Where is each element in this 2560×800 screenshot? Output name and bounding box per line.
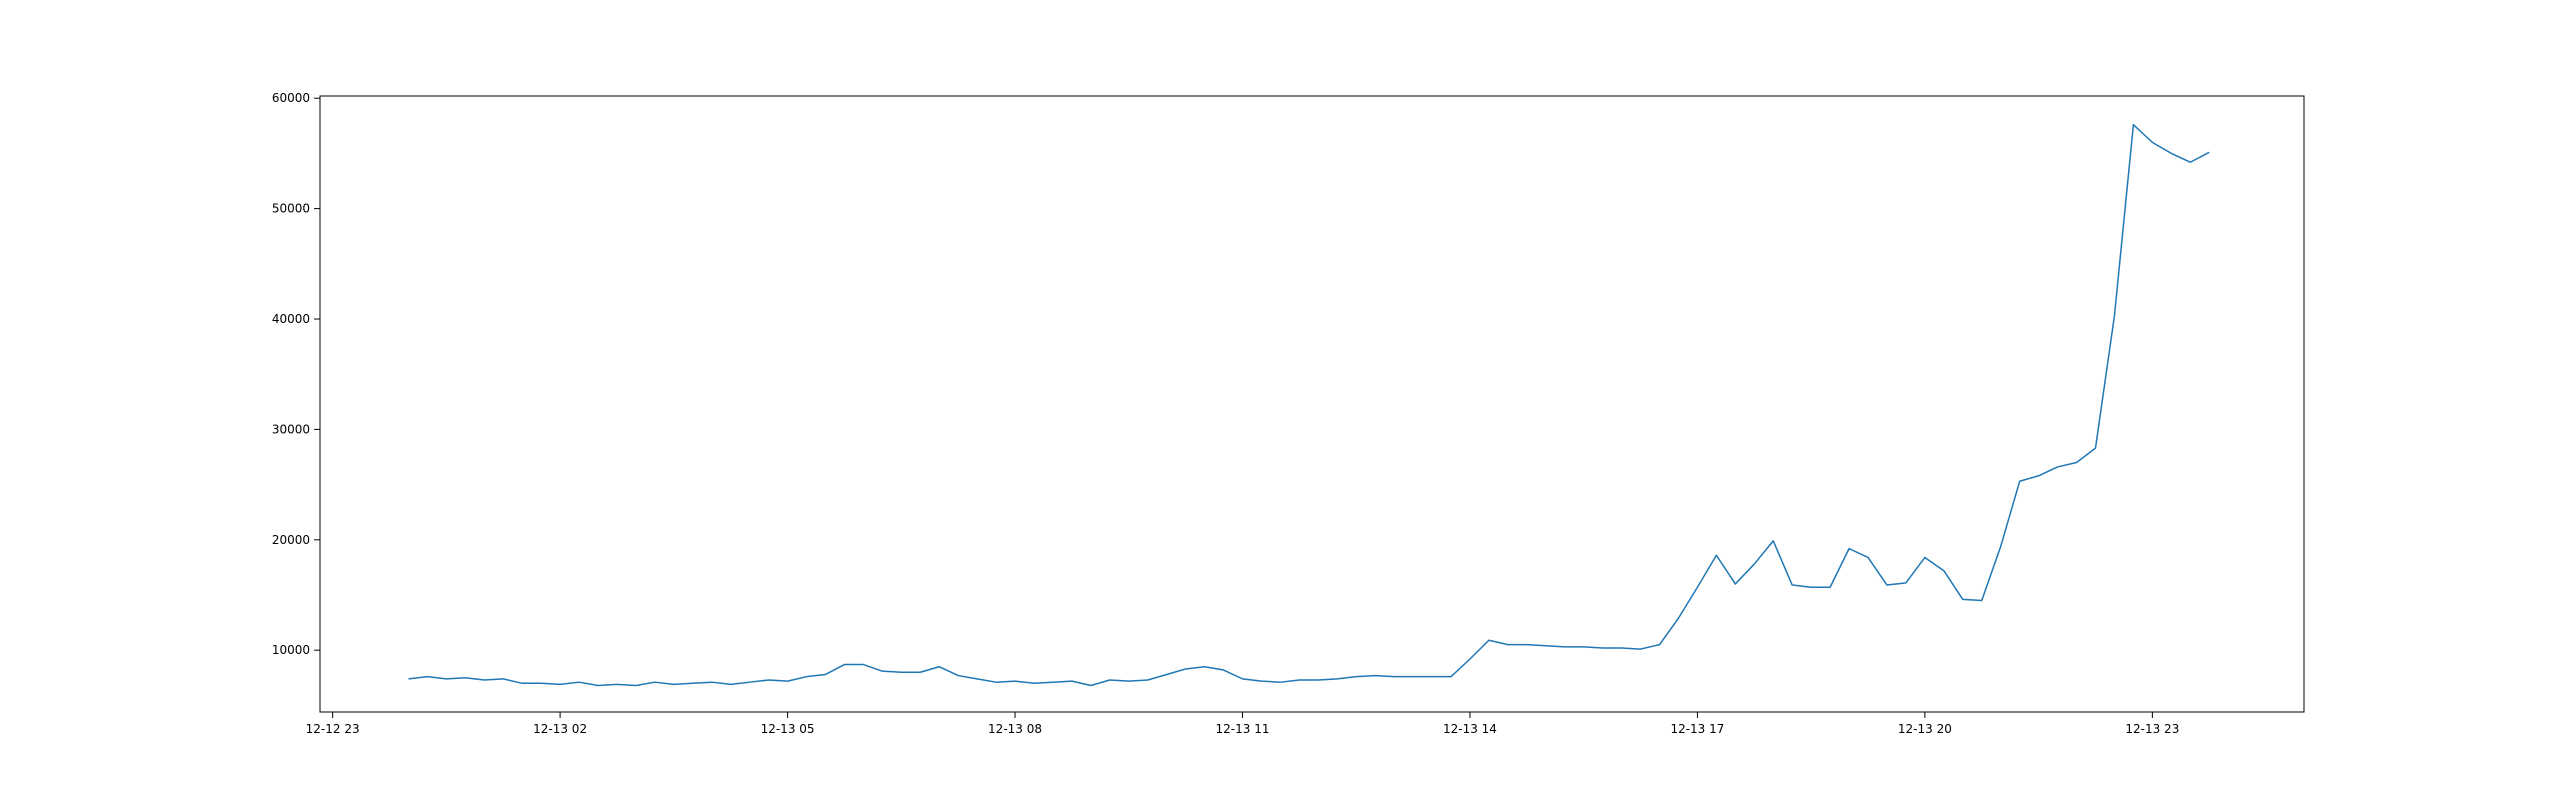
x-tick-label: 12-13 08 xyxy=(988,722,1042,736)
series-line xyxy=(408,123,2210,687)
x-tick-label: 12-13 23 xyxy=(2125,722,2179,736)
x-tick-label: 12-13 20 xyxy=(1898,722,1952,736)
y-tick-label: 60000 xyxy=(272,91,310,105)
y-tick-label: 10000 xyxy=(272,643,310,657)
plot-area-frame xyxy=(319,95,2305,713)
y-tick-label: 40000 xyxy=(272,312,310,326)
x-tick-label: 12-13 02 xyxy=(533,722,587,736)
x-tick-label: 12-13 05 xyxy=(761,722,815,736)
x-tick-label: 12-13 11 xyxy=(1216,722,1270,736)
y-axis: 10000 20000 30000 40000 50000 60000 xyxy=(272,91,320,657)
x-axis: 12-12 23 12-13 02 12-13 05 12-13 08 12-13 11… xyxy=(306,712,2179,736)
y-tick-label: 30000 xyxy=(272,422,310,436)
y-tick-label: 20000 xyxy=(272,533,310,547)
x-tick-label: 12-13 14 xyxy=(1443,722,1497,736)
x-tick-label: 12-12 23 xyxy=(306,722,360,736)
x-tick-label: 12-13 17 xyxy=(1670,722,1724,736)
y-tick-label: 50000 xyxy=(272,202,310,216)
